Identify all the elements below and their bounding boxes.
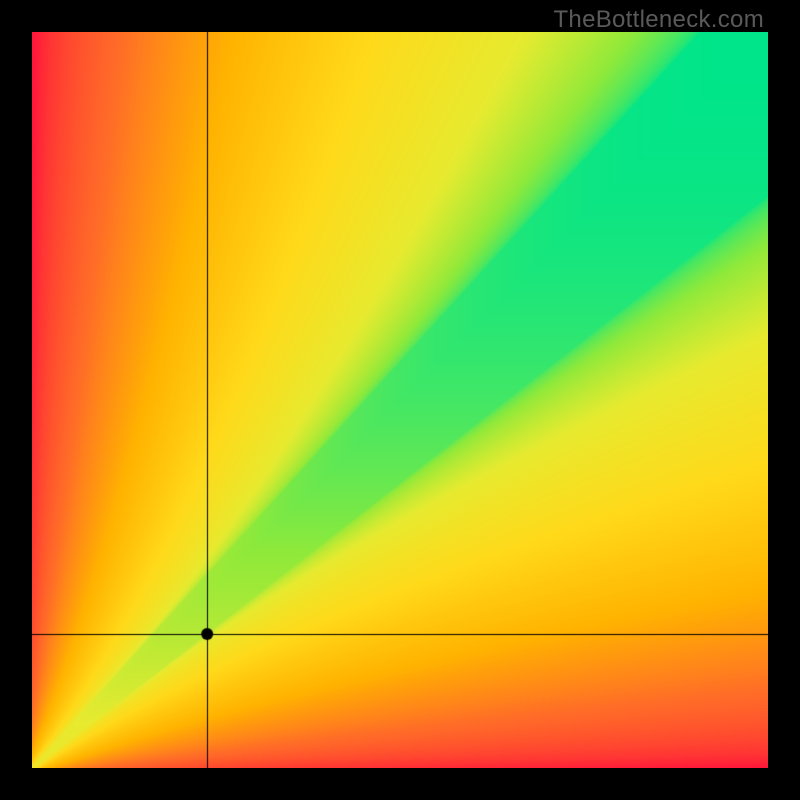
crosshair-overlay [32,32,768,768]
watermark-label: TheBottleneck.com [553,6,764,34]
